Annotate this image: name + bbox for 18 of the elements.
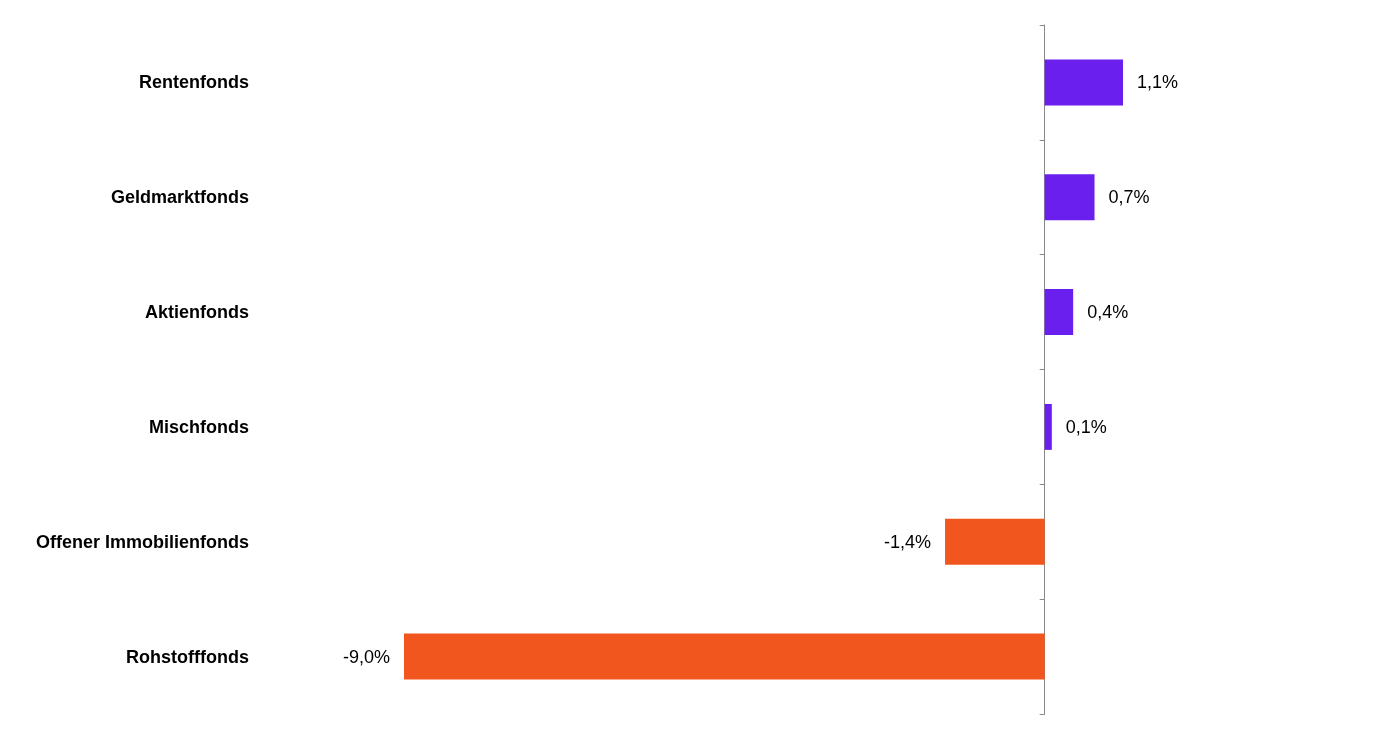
- bar: [1044, 289, 1074, 336]
- data-label: 1,1%: [1137, 72, 1179, 93]
- bar: [1044, 403, 1052, 450]
- bar: [1044, 59, 1123, 106]
- y-tick-label: Mischfonds: [148, 416, 249, 437]
- y-tick-label: Aktienfonds: [144, 302, 249, 323]
- bar: [945, 518, 1045, 565]
- data-label: -1,4%: [884, 531, 932, 552]
- data-label: 0,4%: [1087, 302, 1129, 323]
- bar: [1044, 174, 1095, 221]
- data-label: 0,1%: [1065, 416, 1107, 437]
- y-tick-label: Geldmarktfonds: [110, 187, 249, 208]
- y-tick-label: Rentenfonds: [139, 72, 249, 93]
- y-tick-label: Rohstofffonds: [126, 646, 249, 667]
- bar: [404, 633, 1045, 680]
- data-label: -9,0%: [342, 646, 390, 667]
- y-tick-label: Offener Immobilienfonds: [35, 531, 249, 552]
- data-label: 0,7%: [1108, 187, 1150, 208]
